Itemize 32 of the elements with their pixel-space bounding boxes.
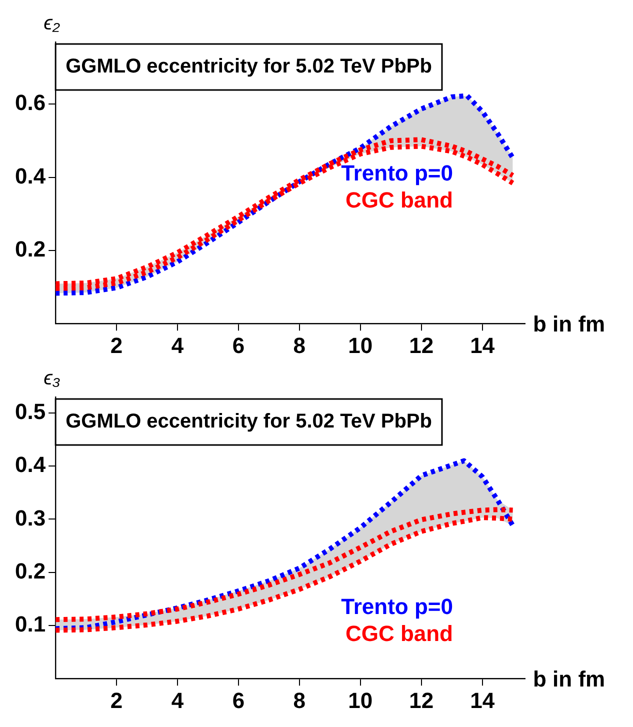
y-tick-label: 0.4 xyxy=(14,163,46,188)
x-tick-label: 2 xyxy=(110,688,123,713)
y-tick-label: 0.1 xyxy=(14,612,46,637)
text: CGC band xyxy=(345,621,453,646)
x-tick-label: 10 xyxy=(348,332,373,358)
x-tick-label: 6 xyxy=(232,688,245,713)
y-tick-label: 0.5 xyxy=(14,399,46,424)
y-tick-label: 0.2 xyxy=(14,558,46,584)
y-tick-label: 0.3 xyxy=(14,505,46,530)
x-axis-title: b in fm xyxy=(533,312,606,337)
series-label: Trento p=0 xyxy=(341,160,453,186)
y-axis-title: ϵ₃ xyxy=(44,368,60,390)
series-label: CGC band xyxy=(345,187,453,212)
x-axis-title: b in fm xyxy=(533,666,606,692)
x-tick-label: 4 xyxy=(171,332,184,358)
x-tick-label: 14 xyxy=(470,688,496,713)
text: Trento p=0 xyxy=(341,594,453,620)
x-tick-label: 12 xyxy=(409,688,434,713)
x-tick-label: 14 xyxy=(470,332,496,358)
y-tick-label: 0.6 xyxy=(14,90,46,116)
x-tick-label: 2 xyxy=(110,332,123,358)
y-tick-label: 0.4 xyxy=(14,452,46,478)
text: GGMLO eccentricity for 5.02 TeV PbPb xyxy=(66,410,432,433)
text: GGMLO eccentricity for 5.02 TeV PbPb xyxy=(66,56,432,78)
x-tick-label: 8 xyxy=(293,332,306,358)
x-tick-label: 4 xyxy=(171,688,184,713)
x-tick-label: 12 xyxy=(409,332,434,358)
x-tick-label: 10 xyxy=(348,688,373,713)
y-tick-label: 0.2 xyxy=(14,236,46,262)
x-tick-label: 8 xyxy=(293,688,306,713)
x-tick-label: 6 xyxy=(232,332,245,358)
y-axis-title: ϵ₂ xyxy=(44,12,60,35)
